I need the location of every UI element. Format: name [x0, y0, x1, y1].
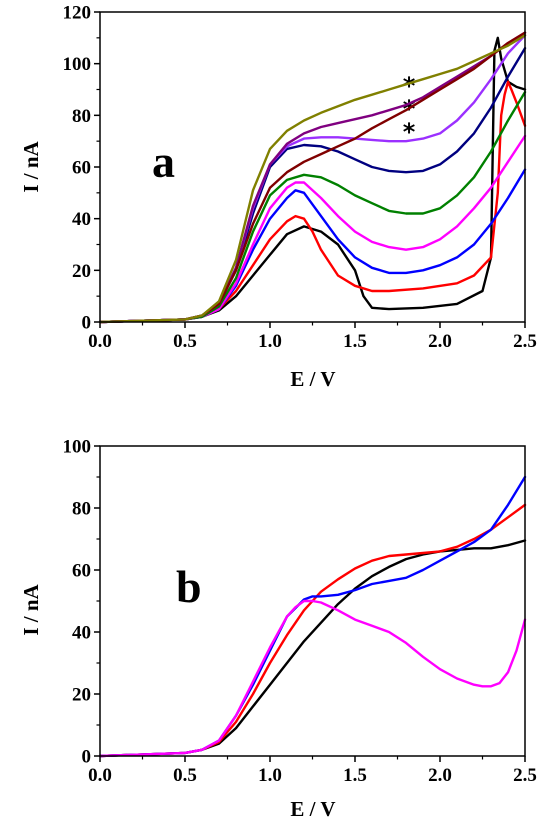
panel-b-series-line-4 [98, 599, 527, 758]
panel-b-series-line-1 [98, 539, 527, 758]
panel-label-a: a [152, 136, 175, 187]
panel-a-y-tick-label: 100 [63, 54, 92, 75]
panel-a-y-tick-label: 120 [63, 3, 92, 24]
panel-a-y-tick-label: 40 [72, 209, 91, 230]
panel-a-y-tick-label: 60 [72, 158, 91, 179]
panel-b-y-tick-label: 80 [72, 499, 91, 520]
panel-a-series-line-5 [98, 90, 527, 324]
panel-b-y-tick-label: 60 [72, 561, 91, 582]
panel-b-series-line-2 [98, 503, 527, 758]
chart-panel-b: b E / V I / nA 0.0 0.5 1.0 1.5 2.0 2.5 0 20 40 60… [19, 437, 537, 822]
panel-a-series-line-9 [98, 31, 527, 324]
panel-a-series-line-10 [98, 34, 527, 324]
panel-a-x-tick-label: 2.5 [513, 331, 537, 352]
panel-a-x-tick-label: 0.5 [173, 331, 197, 352]
panel-b-x-tick-label: 2.5 [513, 765, 537, 786]
panel-a-y-tick-label: 20 [72, 261, 91, 282]
panel-b-y-tick-label: 20 [72, 685, 91, 706]
panel-a-series-line-4 [98, 134, 527, 324]
y-axis-label-a: I / nA [19, 140, 43, 192]
panel-b-x-tick-label: 0.0 [88, 765, 112, 786]
panel-b-y-tick-label: 100 [63, 437, 92, 458]
panel-a-x-tick-label: 1.5 [343, 331, 367, 352]
panel-b-x-tick-label: 1.0 [258, 765, 282, 786]
x-axis-label-a: E / V [290, 367, 335, 391]
panel-b-x-tick-label: 1.5 [343, 765, 367, 786]
panel-b-y-tick-label: 0 [82, 747, 92, 768]
annotation-star-1: * [403, 72, 416, 100]
y-axis-label-b: I / nA [19, 583, 43, 635]
panel-label-b: b [176, 561, 202, 612]
panel-b-y-tick-label: 40 [72, 623, 91, 644]
chart-panel-a: a E / V I / nA * * * 0.0 0.5 1.0 1.5 2.0 2.50… [19, 3, 537, 392]
panel-b-series-line-3 [98, 475, 527, 758]
panel-b-x-tick-label: 2.0 [428, 765, 452, 786]
panel-a-series-line-1 [98, 36, 527, 324]
panel-a-series-line-2 [98, 80, 527, 324]
panel-a-y-tick-label: 80 [72, 106, 91, 127]
panel-a-x-tick-label: 0.0 [88, 331, 112, 352]
panel-a-y-tick-label: 0 [82, 313, 92, 334]
panel-a-x-tick-label: 2.0 [428, 331, 452, 352]
x-axis-label-b: E / V [290, 797, 335, 821]
panel-b-x-tick-label: 0.5 [173, 765, 197, 786]
panel-a-x-tick-label: 1.0 [258, 331, 282, 352]
